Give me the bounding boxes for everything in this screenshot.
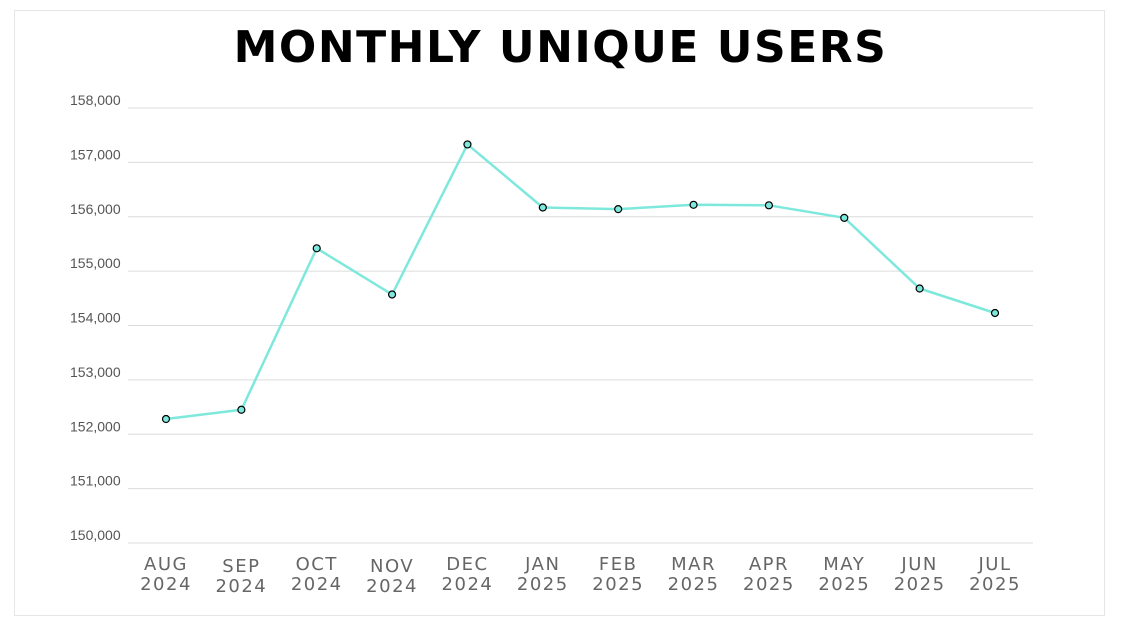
x-tick-label-month: JAN [524, 554, 560, 575]
data-point [689, 200, 698, 209]
y-tick-label: 157,000 [70, 146, 121, 162]
x-tick-label-month: JUL [977, 554, 1011, 575]
x-tick-label-year: 2025 [592, 574, 644, 595]
y-tick-label: 153,000 [70, 364, 121, 380]
x-tick-label-month: SEP [222, 556, 260, 577]
x-tick-label-year: 2025 [517, 574, 569, 595]
x-tick-label-year: 2025 [668, 574, 720, 595]
y-tick-label: 151,000 [70, 473, 121, 489]
data-point [538, 203, 547, 212]
y-tick-label: 156,000 [70, 201, 121, 217]
series-line [165, 143, 996, 421]
data-point [990, 308, 1000, 318]
series-layer [161, 140, 1000, 424]
x-tick-label-year: 2024 [215, 576, 267, 597]
x-tick-label-year: 2024 [442, 574, 494, 595]
y-tick-label: 158,000 [70, 92, 121, 108]
x-tick-label-month: MAR [671, 554, 716, 575]
y-tick-label: 155,000 [70, 255, 121, 271]
x-tick-label-month: APR [749, 554, 789, 575]
x-tick-label-month: FEB [599, 554, 638, 575]
data-point [161, 414, 171, 424]
x-tick-label-year: 2024 [140, 574, 192, 595]
chart-title: MONTHLY UNIQUE USERS [233, 22, 888, 73]
x-tick-label-month: MAY [823, 554, 865, 575]
grid-lines [128, 107, 1033, 544]
x-tick-label-year: 2024 [366, 576, 418, 597]
data-point [237, 405, 246, 414]
data-point [840, 213, 849, 222]
chart-frame [14, 10, 1105, 616]
x-tick-label-year: 2025 [969, 574, 1021, 595]
data-point [312, 244, 321, 253]
data-point [387, 290, 397, 299]
data-point [764, 201, 774, 210]
data-point [463, 140, 472, 149]
x-tick-label-month: JUN [900, 554, 937, 575]
y-tick-label: 150,000 [70, 527, 121, 543]
x-tick-label-month: NOV [370, 556, 414, 577]
y-tick-label: 154,000 [70, 310, 121, 326]
x-tick-label-year: 2025 [818, 574, 870, 595]
data-point [915, 284, 924, 293]
y-tick-label: 152,000 [70, 418, 121, 434]
x-tick-label-month: AUG [144, 554, 188, 575]
x-axis-ticks: AUG2024SEP2024OCT2024NOV2024DEC2024JAN20… [140, 554, 1021, 597]
y-axis-ticks: 150,000 151,000 152,000 153,000 154,000 155,0… [70, 92, 121, 543]
x-tick-label-year: 2025 [894, 574, 946, 595]
x-tick-label-year: 2025 [743, 574, 795, 595]
data-point [614, 205, 623, 214]
x-tick-label-month: OCT [296, 554, 338, 575]
x-tick-label-year: 2024 [291, 574, 343, 595]
x-tick-label-month: DEC [446, 554, 488, 575]
